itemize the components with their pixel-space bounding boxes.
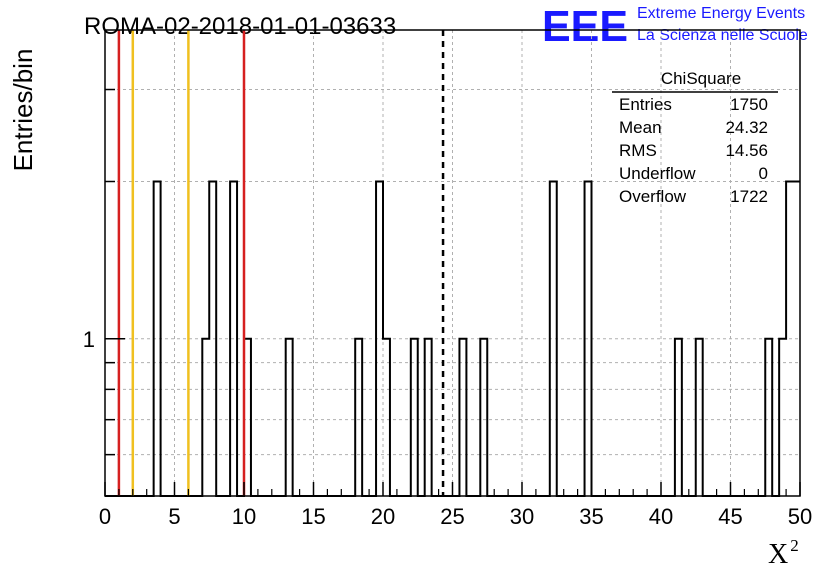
eee-logo-text: EEE xyxy=(542,2,628,51)
stats-row-value: 1750 xyxy=(730,95,768,114)
stats-box: ChiSquare Entries 1750 Mean 24.32 RMS 14.56 Un… xyxy=(612,69,778,206)
stats-row-value: 0 xyxy=(759,164,768,183)
x-tick-label: 0 xyxy=(99,504,111,529)
x-tick-label: 50 xyxy=(788,504,812,529)
x-axis-label-base: X xyxy=(768,539,788,570)
stats-row-label: Underflow xyxy=(619,164,696,183)
stats-title: ChiSquare xyxy=(661,69,741,88)
y-tick-label: 1 xyxy=(83,327,95,352)
eee-logo: EEE Extreme Energy Events La Scienza nel… xyxy=(542,2,808,51)
grid xyxy=(105,30,800,496)
x-tick-label: 40 xyxy=(649,504,673,529)
x-tick-label: 10 xyxy=(232,504,256,529)
stats-row-label: Mean xyxy=(619,118,662,137)
stats-row-label: Entries xyxy=(619,95,672,114)
axis-ticks xyxy=(104,88,801,496)
reference-lines xyxy=(117,30,445,496)
x-tick-label: 35 xyxy=(579,504,603,529)
x-tick-label: 15 xyxy=(301,504,325,529)
y-axis-label: Entries/bin xyxy=(8,49,38,172)
eee-logo-line1: Extreme Energy Events xyxy=(637,5,805,22)
stats-row-value: 14.56 xyxy=(725,141,768,160)
stats-row-label: Overflow xyxy=(619,187,687,206)
chart-title: ROMA-02-2018-01-01-03633 xyxy=(84,13,396,40)
x-tick-label: 5 xyxy=(168,504,180,529)
x-tick-label: 20 xyxy=(371,504,395,529)
x-tick-label: 45 xyxy=(718,504,742,529)
tick-labels: 0 5 10 15 20 25 30 35 40 45 50 1 xyxy=(83,327,812,529)
stats-row-value: 24.32 xyxy=(725,118,768,137)
x-tick-label: 25 xyxy=(440,504,464,529)
stats-row-value: 1722 xyxy=(730,187,768,206)
x-axis-label-superscript: 2 xyxy=(790,536,799,555)
eee-logo-line2: La Scienza nelle Scuole xyxy=(637,27,808,44)
stats-row-label: RMS xyxy=(619,141,657,160)
x-tick-label: 30 xyxy=(510,504,534,529)
